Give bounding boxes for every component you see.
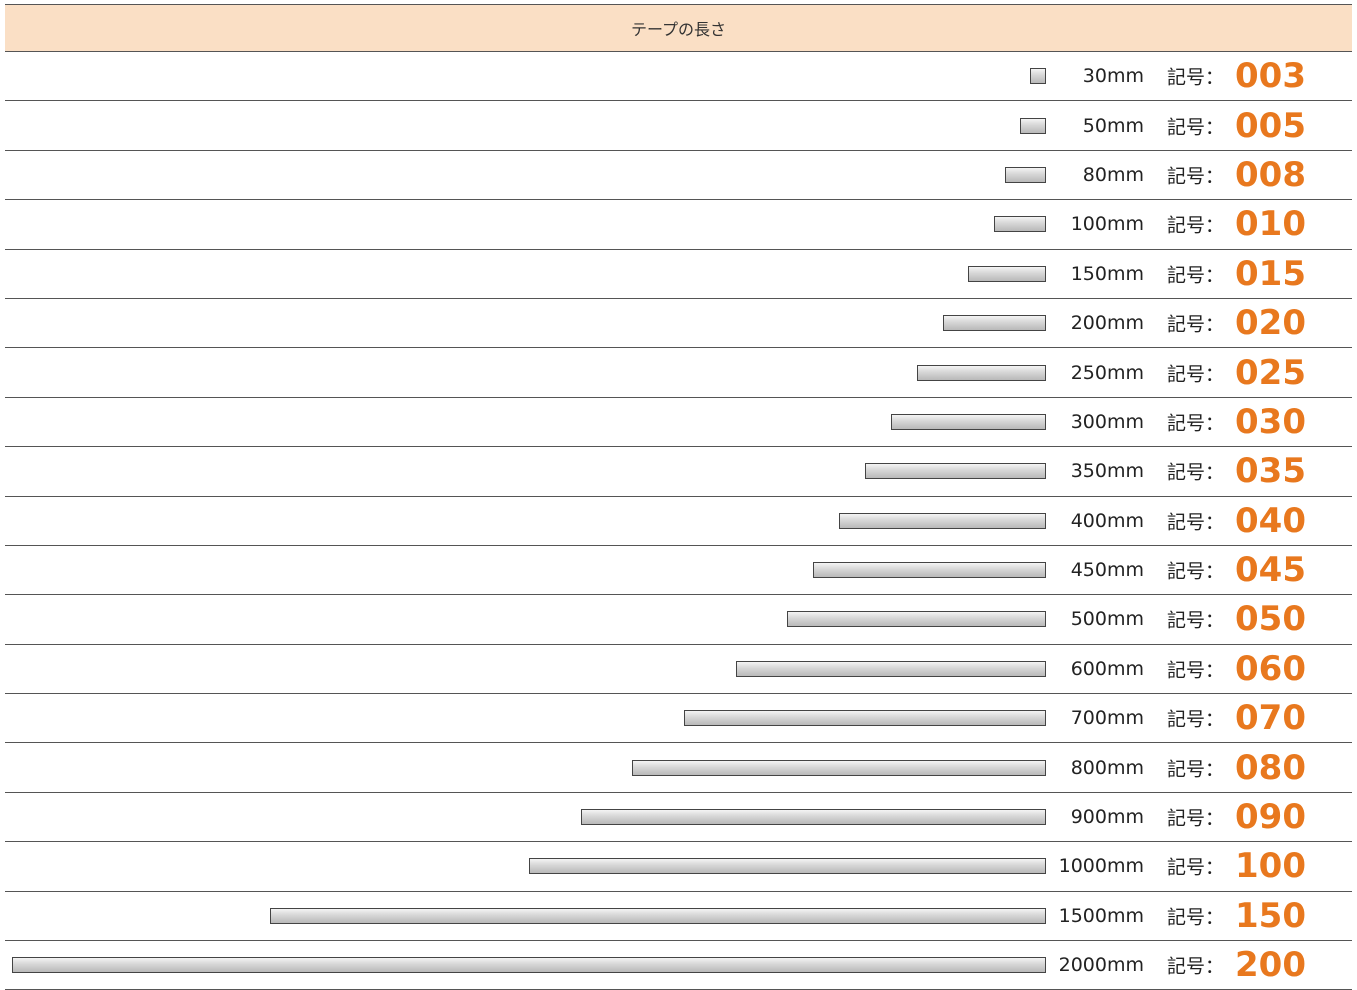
symbol-code: 040 xyxy=(1235,500,1306,541)
tape-length-table: テープの長さ 30mm 記号： 003 50mm 記号： 005 80mm 記号： 008 100… xyxy=(5,4,1352,990)
tape-length-bar xyxy=(865,463,1046,480)
tape-length-bar xyxy=(684,710,1046,727)
table-row: 80mm 記号： 008 xyxy=(5,151,1352,201)
table-row: 350mm 記号： 035 xyxy=(5,447,1352,497)
symbol-code: 008 xyxy=(1235,154,1306,195)
symbol-label: 記号： xyxy=(1166,363,1224,386)
symbol-label: 記号： xyxy=(1166,461,1224,484)
symbol-code: 035 xyxy=(1235,451,1306,492)
table-row: 100mm 記号： 010 xyxy=(5,200,1352,250)
symbol-code: 100 xyxy=(1235,846,1306,887)
symbol-code: 045 xyxy=(1235,550,1306,591)
symbol-label: 記号： xyxy=(1166,609,1224,632)
symbol-code: 020 xyxy=(1235,303,1306,344)
symbol-code: 070 xyxy=(1235,698,1306,739)
symbol-code: 003 xyxy=(1235,56,1306,97)
tape-length-bar xyxy=(943,315,1046,332)
tape-length-label: 250mm xyxy=(1070,361,1144,384)
tape-length-label: 200mm xyxy=(1070,312,1144,335)
table-row: 200mm 記号： 020 xyxy=(5,299,1352,349)
symbol-code: 015 xyxy=(1235,253,1306,294)
symbol-label: 記号： xyxy=(1166,807,1224,830)
table-row: 250mm 記号： 025 xyxy=(5,348,1352,398)
header-title: テープの長さ xyxy=(630,20,727,39)
symbol-code: 090 xyxy=(1235,797,1306,838)
table-row: 1500mm 記号： 150 xyxy=(5,892,1352,942)
table-row: 1000mm 記号： 100 xyxy=(5,842,1352,892)
symbol-code: 025 xyxy=(1235,352,1306,393)
tape-length-label: 80mm xyxy=(1082,163,1144,186)
symbol-label: 記号： xyxy=(1166,560,1224,583)
symbol-code: 030 xyxy=(1235,401,1306,442)
tape-length-bar xyxy=(917,364,1046,381)
symbol-label: 記号： xyxy=(1166,412,1224,435)
table-row: 150mm 記号： 015 xyxy=(5,250,1352,299)
table-row: 450mm 記号： 045 xyxy=(5,546,1352,596)
tape-length-bar xyxy=(839,512,1046,529)
table-row: 500mm 記号： 050 xyxy=(5,595,1352,645)
tape-length-label: 800mm xyxy=(1070,756,1144,779)
symbol-label: 記号： xyxy=(1166,313,1224,336)
tape-length-bar xyxy=(581,809,1046,826)
table-body: 30mm 記号： 003 50mm 記号： 005 80mm 記号： 008 100mm 記号： 01… xyxy=(5,52,1352,990)
symbol-code: 060 xyxy=(1235,648,1306,689)
tape-length-bar xyxy=(1005,166,1046,183)
table-row: 900mm 記号： 090 xyxy=(5,793,1352,843)
table-row: 30mm 記号： 003 xyxy=(5,52,1352,102)
table-row: 600mm 記号： 060 xyxy=(5,645,1352,695)
table-row: 700mm 記号： 070 xyxy=(5,694,1352,744)
symbol-label: 記号： xyxy=(1166,165,1224,188)
tape-length-label: 50mm xyxy=(1082,114,1144,137)
tape-length-label: 600mm xyxy=(1070,657,1144,680)
tape-length-label: 150mm xyxy=(1070,262,1144,285)
tape-length-label: 100mm xyxy=(1070,213,1144,236)
tape-length-label: 700mm xyxy=(1070,707,1144,730)
tape-length-label: 350mm xyxy=(1070,460,1144,483)
symbol-code: 005 xyxy=(1235,105,1306,146)
symbol-label: 記号： xyxy=(1166,955,1224,978)
tape-length-bar xyxy=(891,413,1046,430)
table-row: 2000mm 記号： 200 xyxy=(5,941,1352,990)
tape-length-label: 2000mm xyxy=(1058,954,1144,977)
tape-length-label: 900mm xyxy=(1070,806,1144,829)
symbol-label: 記号： xyxy=(1166,906,1224,929)
symbol-label: 記号： xyxy=(1166,856,1224,879)
tape-length-label: 1000mm xyxy=(1058,855,1144,878)
symbol-code: 150 xyxy=(1235,895,1306,936)
table-row: 400mm 記号： 040 xyxy=(5,497,1352,546)
symbol-code: 080 xyxy=(1235,747,1306,788)
symbol-code: 200 xyxy=(1235,945,1306,986)
symbol-label: 記号： xyxy=(1166,659,1224,682)
table-header: テープの長さ xyxy=(5,4,1352,52)
symbol-label: 記号： xyxy=(1166,708,1224,731)
tape-length-bar xyxy=(736,660,1046,677)
symbol-label: 記号： xyxy=(1166,116,1224,139)
tape-length-bar xyxy=(1030,68,1046,85)
tape-length-bar xyxy=(813,562,1046,579)
tape-length-label: 500mm xyxy=(1070,608,1144,631)
tape-length-label: 1500mm xyxy=(1058,904,1144,927)
table-row: 50mm 記号： 005 xyxy=(5,101,1352,151)
tape-length-label: 450mm xyxy=(1070,559,1144,582)
tape-length-bar xyxy=(1020,117,1046,134)
table-row: 800mm 記号： 080 xyxy=(5,743,1352,793)
tape-length-label: 30mm xyxy=(1082,65,1144,88)
symbol-label: 記号： xyxy=(1166,758,1224,781)
tape-length-bar xyxy=(529,858,1046,875)
symbol-label: 記号： xyxy=(1166,214,1224,237)
tape-length-bar xyxy=(632,759,1046,776)
tape-length-bar xyxy=(994,216,1046,233)
tape-length-bar xyxy=(12,957,1046,974)
table-row: 300mm 記号： 030 xyxy=(5,398,1352,448)
tape-length-bar xyxy=(787,611,1046,628)
tape-length-label: 400mm xyxy=(1070,509,1144,532)
tape-length-bar xyxy=(968,265,1046,282)
symbol-label: 記号： xyxy=(1166,511,1224,534)
symbol-code: 010 xyxy=(1235,204,1306,245)
tape-length-bar xyxy=(270,907,1046,924)
symbol-code: 050 xyxy=(1235,599,1306,640)
symbol-label: 記号： xyxy=(1166,264,1224,287)
symbol-label: 記号： xyxy=(1166,66,1224,89)
tape-length-label: 300mm xyxy=(1070,410,1144,433)
